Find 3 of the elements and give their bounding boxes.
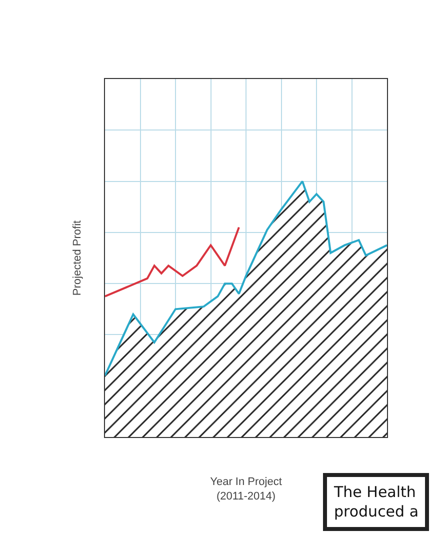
- x-axis-title: Year In Project (2011-2014): [210, 476, 282, 502]
- text: The Health produced a: [333, 483, 419, 520]
- y-axis-title: Projected Profit: [72, 220, 84, 296]
